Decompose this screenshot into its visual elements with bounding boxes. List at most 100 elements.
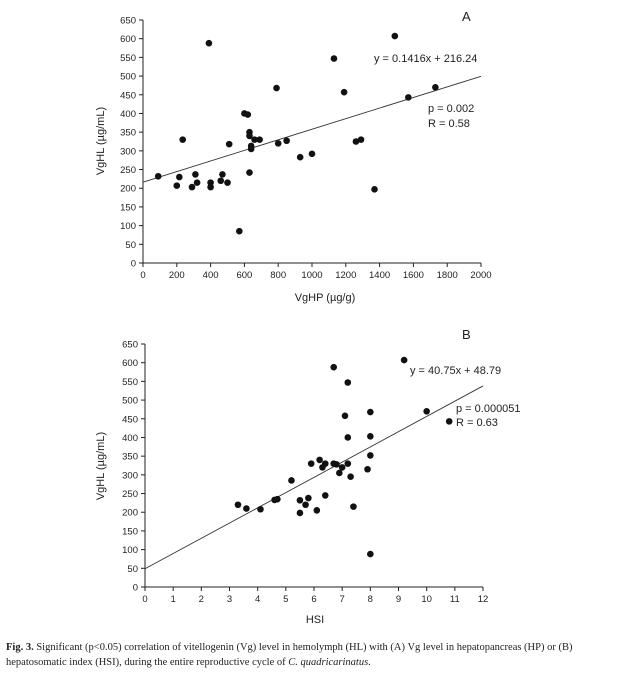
chart-b-equation: y = 40.75x + 48.79 (410, 365, 501, 377)
chart-b-x-tick-label: 6 (311, 594, 316, 605)
chart-a-y-axis-label: VgHL (µg/mL) (95, 107, 107, 175)
chart-a-r-value: R = 0.58 (428, 118, 470, 130)
chart-a-point (274, 140, 282, 147)
chart-a-y-tick-label: 550 (120, 53, 136, 64)
chart-a-x-tick-label: 1600 (403, 270, 424, 281)
chart-b-y-tick-label: 250 (122, 489, 138, 500)
chart-b-x-tick-label: 7 (340, 594, 345, 605)
chart-b-point (274, 495, 281, 503)
chart-b-y-tick-label: 600 (122, 358, 138, 369)
chart-a-y-tick-label: 450 (120, 90, 136, 101)
chart-b-trendline (144, 385, 484, 570)
chart-a-x-tick-label: 400 (203, 270, 219, 281)
chart-a-point (225, 140, 233, 148)
chart-b-point (341, 412, 349, 420)
chart-a-point (330, 55, 338, 62)
chart-a-point (296, 153, 304, 161)
figure-caption: Fig. 3. Significant (p<0.05) correlation… (6, 640, 612, 670)
chart-a-point (154, 172, 162, 180)
chart-b-y-tick-label: 500 (122, 396, 138, 407)
chart-b-point (234, 501, 242, 509)
chart-b-point (296, 496, 304, 504)
chart-a-point (256, 136, 263, 143)
chart-b-y-tick-label: 300 (122, 470, 138, 481)
chart-b-y-tick-label: 550 (122, 377, 138, 388)
chart-a-y-tick-label: 350 (120, 128, 136, 139)
chart-b-x-tick-label: 3 (227, 594, 232, 605)
chart-b-p-value: p = 0.000051 (456, 403, 521, 415)
chart-b-y-tick-label: 0 (133, 583, 138, 594)
chart-b-point (367, 452, 374, 459)
chart-a-y-tick-label: 650 (120, 16, 136, 27)
chart-b-x-tick-label: 11 (450, 594, 460, 605)
chart-a-y-tick-label: 600 (120, 34, 136, 45)
chart-b-x-tick-label: 1 (171, 594, 176, 605)
chart-b-r-value: R = 0.63 (456, 417, 498, 429)
chart-a-x-tick-label: 1000 (301, 270, 322, 281)
chart-a-x-tick-label: 1400 (369, 270, 390, 281)
chart-b-y-tick-label: 400 (122, 433, 138, 444)
chart-a-trendline (142, 75, 482, 183)
chart-b-x-tick-label: 9 (396, 594, 401, 605)
chart-a-y-tick-label: 500 (120, 72, 136, 83)
chart-b-x-axis-label: HSI (306, 614, 324, 626)
chart-a-y-tick-label: 400 (120, 109, 136, 120)
chart-a-point (246, 132, 253, 140)
chart-b-point (333, 461, 340, 468)
chart-b-point (330, 363, 338, 371)
chart-a-x-axis-label: VgHP (µg/g) (295, 292, 356, 304)
chart-a-point (188, 183, 196, 191)
chart-b-x-tick-label: 8 (368, 594, 373, 605)
chart-b-y-tick-label: 150 (122, 526, 138, 537)
chart-b-point (364, 465, 371, 473)
chart-a-x-tick-label: 0 (140, 270, 145, 281)
chart-a-point (217, 177, 225, 185)
chart-a-y-tick-label: 250 (120, 165, 136, 176)
chart-a-point (207, 183, 214, 191)
chart-a-p-value: p = 0.002 (428, 103, 474, 115)
chart-b-point (302, 501, 309, 509)
chart-a-x-tick-label: 1800 (437, 270, 458, 281)
chart-a-point (405, 94, 412, 101)
caption-species: C. quadricarinatus (288, 657, 369, 668)
chart-b-y-tick-label: 350 (122, 452, 138, 463)
chart-a-x-tick-label: 2000 (470, 270, 491, 281)
chart-a-point (173, 182, 181, 189)
chart-a-y-tick-label: 200 (120, 184, 136, 195)
chart-a-point (205, 39, 213, 47)
chart-b-y-tick-label: 200 (122, 508, 138, 519)
chart-a-x-tick-label: 1200 (335, 270, 356, 281)
chart-b-y-axis-label: VgHL (µg/mL) (95, 432, 107, 500)
chart-b-point (344, 460, 352, 467)
chart-b-point (288, 477, 295, 484)
chart-a-point (236, 227, 243, 235)
chart-a-x-tick-label: 800 (270, 270, 286, 281)
chart-b-point (445, 418, 453, 425)
chart-b-point (423, 407, 430, 415)
chart-a-point (179, 136, 187, 143)
chart-a-x-tick-label: 600 (236, 270, 252, 281)
chart-b-point (344, 379, 352, 386)
chart-a-panel-letter: A (462, 9, 471, 24)
chart-a-point (176, 173, 183, 181)
chart-a-point (352, 138, 360, 145)
chart-b-x-tick-label: 5 (283, 594, 288, 605)
chart-a-point (251, 136, 258, 143)
chart-b-point (321, 492, 329, 499)
chart-a-point (244, 111, 252, 118)
chart-b-point (257, 505, 264, 513)
chart-a-y-tick-label: 300 (120, 146, 136, 157)
chart-b-x-tick-label: 4 (255, 594, 260, 605)
chart-b-y-tick-label: 650 (122, 340, 138, 351)
chart-a-point (308, 150, 316, 158)
chart-a-point (273, 84, 280, 92)
chart-b-x-tick-label: 10 (421, 594, 432, 605)
chart-b-point (344, 434, 352, 441)
chart-a-y-tick-label: 0 (131, 259, 136, 270)
caption-end: . (368, 657, 371, 668)
chart-b-point (336, 469, 343, 477)
chart-b-point (350, 503, 357, 510)
chart-b-x-tick-label: 0 (142, 594, 147, 605)
chart-b-point (243, 505, 250, 512)
chart-a-point (247, 145, 255, 153)
